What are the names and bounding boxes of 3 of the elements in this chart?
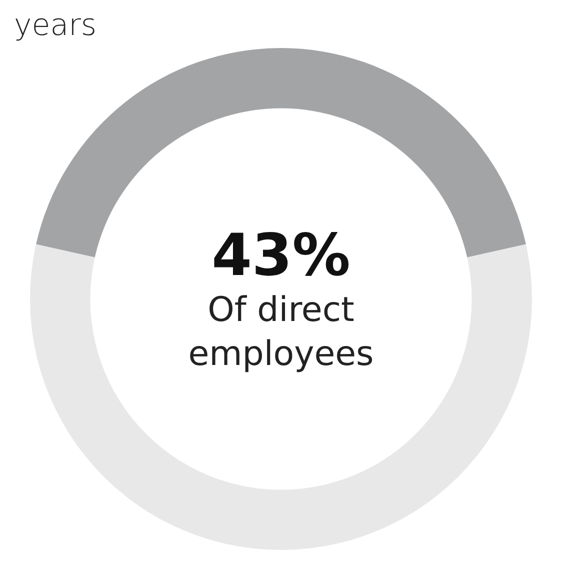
- text: Of direct employees: [187, 289, 375, 376]
- chart-title: years: [13, 8, 98, 44]
- text: 43%: [212, 221, 350, 289]
